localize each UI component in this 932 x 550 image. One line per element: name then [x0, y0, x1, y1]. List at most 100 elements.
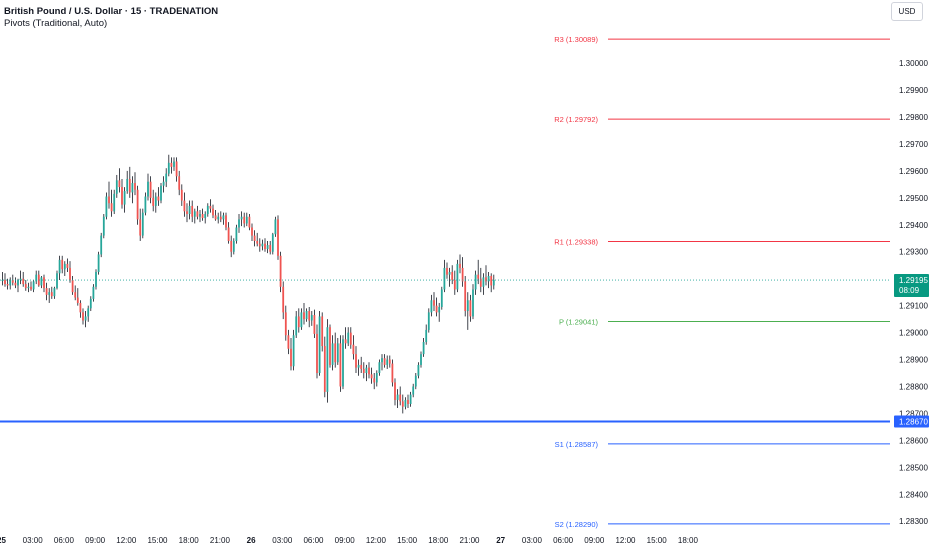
x-tick-label: 09:00 [584, 536, 605, 545]
candle-body [386, 359, 389, 365]
candle [287, 329, 290, 355]
candle [430, 294, 433, 317]
pivot-label-s2: S2 (1.28290) [555, 520, 599, 529]
candle-body [370, 374, 373, 379]
candle [303, 302, 305, 325]
candle-body [339, 343, 342, 387]
candle-body [383, 358, 386, 365]
candle-body [435, 305, 438, 313]
candle-body [295, 316, 298, 336]
overlays [0, 279, 890, 423]
candle-body [347, 332, 350, 344]
last-price-tag [894, 274, 929, 298]
candle-body [271, 234, 274, 252]
x-tick-label: 15:00 [397, 536, 418, 545]
candle-body [375, 373, 378, 383]
candle [414, 373, 417, 390]
candle [27, 282, 30, 293]
candle-body [240, 216, 243, 220]
candle [61, 255, 64, 274]
candle [383, 354, 386, 368]
candle [121, 178, 123, 209]
candle [170, 157, 173, 174]
last-price-tag-text: 1.29195 [899, 276, 928, 285]
candle-body [425, 329, 428, 343]
x-tick-label: 27 [496, 536, 505, 545]
candle [123, 187, 126, 213]
candle-body [381, 358, 383, 363]
candle [453, 270, 456, 295]
candle-body [92, 286, 95, 299]
candle [248, 214, 251, 231]
candle [217, 212, 220, 224]
candle-body [191, 205, 194, 217]
candle [409, 391, 412, 407]
candle-body [6, 284, 9, 286]
candle [95, 269, 97, 290]
candle-body [256, 240, 259, 244]
y-tick-label: 1.29600 [899, 167, 928, 176]
candle-body [414, 375, 417, 387]
candle [435, 297, 438, 317]
candle [282, 281, 285, 320]
candle [201, 208, 204, 221]
candle-body [108, 196, 110, 204]
candle-body [245, 216, 248, 224]
candle [238, 214, 240, 233]
candle [284, 305, 287, 341]
candle-body [14, 282, 17, 286]
candle-body [453, 280, 456, 290]
candle [87, 305, 90, 322]
candle [448, 267, 451, 287]
candle [412, 383, 415, 398]
x-tick-label: 06:00 [54, 536, 75, 545]
candle [256, 232, 259, 247]
candle-body [404, 399, 407, 407]
candle [139, 208, 142, 241]
pivot-label-r2: R2 (1.29792) [554, 115, 598, 124]
candle [466, 292, 469, 330]
candle [206, 203, 209, 217]
x-tick-label: 15:00 [647, 536, 668, 545]
horizontal-line-tag [894, 415, 929, 428]
candle [352, 335, 355, 360]
candle-body [149, 181, 152, 198]
candle [131, 176, 134, 204]
candle [386, 355, 389, 369]
candle-body [357, 364, 360, 368]
candle [230, 235, 233, 258]
candle-body [269, 245, 272, 252]
candle-body [279, 255, 282, 287]
pivot-levels: R3 (1.30089) R2 (1.29792) R1 (1.29338) P (1… [554, 35, 890, 529]
x-tick-label: 18:00 [179, 536, 200, 545]
candle-body [282, 286, 285, 313]
x-tick-label: 18:00 [678, 536, 699, 545]
candle [19, 270, 22, 285]
horizontal-line-tag-text: 1.28670 [899, 418, 928, 427]
candle-body [214, 215, 217, 220]
candle [50, 286, 53, 299]
candle [14, 277, 17, 289]
candle-body [331, 343, 334, 365]
candle-body [396, 394, 399, 400]
candle [105, 192, 108, 220]
candle [191, 200, 194, 223]
candle-body [451, 271, 454, 281]
candle [451, 265, 454, 285]
candle [69, 261, 71, 283]
candle-body [469, 300, 472, 317]
pivot-label-r3: R3 (1.30089) [554, 35, 598, 44]
candle-body [48, 292, 51, 295]
indicator-legend[interactable]: Pivots (Traditional, Auto) [4, 18, 108, 29]
chart-title: British Pound / U.S. Dollar · 15 · TRADE… [4, 6, 219, 17]
candle [227, 222, 230, 244]
candle [48, 288, 51, 303]
candle [399, 386, 402, 406]
candle [82, 308, 84, 325]
currency-button[interactable]: USD [891, 2, 923, 21]
candle [136, 185, 139, 225]
candle-body [76, 297, 79, 303]
y-tick-label: 1.29700 [899, 140, 928, 149]
candle [240, 211, 243, 227]
